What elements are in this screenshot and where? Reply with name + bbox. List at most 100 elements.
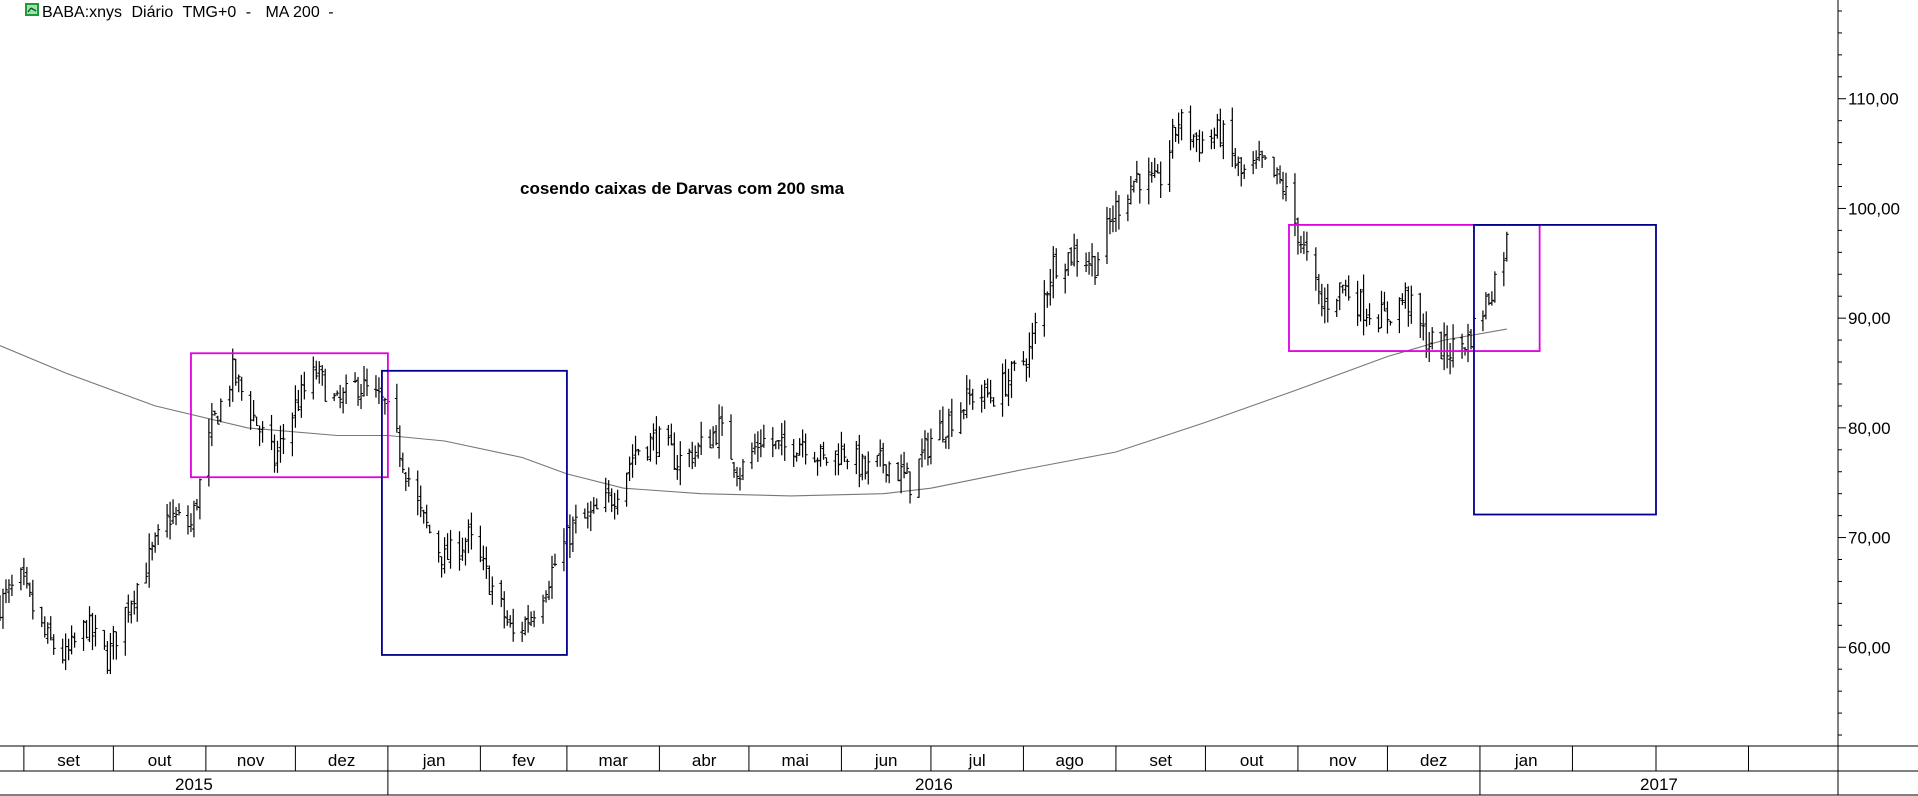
price-bar bbox=[1322, 287, 1327, 324]
price-bar bbox=[1460, 333, 1465, 359]
price-bar bbox=[1355, 280, 1360, 326]
price-bar bbox=[803, 433, 808, 465]
price-bar bbox=[126, 594, 131, 623]
price-bar bbox=[585, 502, 590, 529]
price-bar bbox=[1042, 280, 1047, 337]
month-label: abr bbox=[692, 751, 717, 770]
price-bar bbox=[729, 414, 734, 460]
price-bar bbox=[1024, 358, 1029, 382]
price-bar bbox=[791, 439, 796, 467]
price-bar bbox=[505, 610, 510, 626]
price-bar bbox=[845, 458, 850, 470]
price-bar bbox=[1325, 283, 1330, 323]
price-bar bbox=[69, 625, 74, 655]
price-bar bbox=[866, 451, 871, 485]
ma200-line bbox=[0, 328, 1507, 497]
price-bar bbox=[418, 485, 423, 518]
price-bar bbox=[917, 458, 921, 498]
price-bar bbox=[314, 360, 319, 380]
price-bar bbox=[227, 385, 232, 407]
price-bar bbox=[1251, 151, 1256, 175]
price-bar bbox=[177, 503, 182, 516]
price-bar bbox=[1093, 255, 1098, 285]
price-bar bbox=[24, 566, 29, 589]
price-bar bbox=[603, 477, 608, 513]
price-bar bbox=[147, 533, 152, 588]
price-bar bbox=[1346, 275, 1351, 301]
price-bar bbox=[1054, 248, 1059, 279]
price-bar bbox=[669, 423, 674, 446]
month-label: nov bbox=[1329, 751, 1357, 770]
price-bar bbox=[648, 433, 653, 462]
price-bar bbox=[42, 616, 47, 638]
price-bar bbox=[239, 376, 244, 401]
price-bar bbox=[281, 423, 286, 454]
chart-header: BABA:xnys Diário TMG+0 - MA 200 - bbox=[25, 3, 334, 21]
header-period: Diário bbox=[131, 4, 173, 21]
y-tick-label: 80,00 bbox=[1848, 419, 1891, 438]
ma200-layer bbox=[0, 328, 1507, 497]
price-bar bbox=[439, 556, 444, 578]
price-bar bbox=[961, 409, 966, 420]
price-bar bbox=[982, 380, 987, 409]
price-bar bbox=[188, 513, 193, 533]
price-bar bbox=[1110, 205, 1115, 233]
price-bar bbox=[403, 471, 408, 491]
price-bar bbox=[887, 461, 892, 484]
price-bar bbox=[212, 410, 217, 416]
price-bar bbox=[171, 499, 176, 525]
price-bar bbox=[737, 467, 742, 491]
price-bar bbox=[758, 429, 763, 458]
price-bar bbox=[1316, 274, 1321, 305]
price-bar bbox=[338, 384, 343, 409]
price-bar bbox=[424, 504, 429, 529]
price-bar bbox=[66, 638, 71, 661]
price-bar bbox=[839, 431, 844, 465]
price-bar bbox=[940, 406, 945, 443]
price-bar bbox=[591, 497, 596, 514]
price-bar bbox=[1128, 175, 1133, 205]
price-bar bbox=[230, 348, 235, 402]
price-bar bbox=[570, 516, 575, 552]
price-bar bbox=[755, 431, 760, 462]
price-bar bbox=[526, 605, 531, 633]
price-bar bbox=[949, 398, 954, 437]
price-bar bbox=[1146, 157, 1151, 205]
price-bar bbox=[502, 591, 507, 629]
price-bar bbox=[311, 356, 316, 400]
price-bar bbox=[174, 506, 179, 526]
price-bar bbox=[51, 634, 56, 655]
price-bar bbox=[1006, 368, 1011, 407]
price-bar bbox=[209, 403, 214, 447]
price-bar bbox=[520, 621, 525, 642]
price-bar bbox=[165, 504, 170, 538]
price-bar bbox=[1442, 322, 1447, 371]
price-bar bbox=[353, 372, 358, 384]
year-label: 2015 bbox=[175, 775, 213, 794]
price-bar bbox=[254, 416, 259, 427]
price-bar bbox=[290, 412, 295, 457]
price-bar bbox=[376, 377, 381, 404]
price-bar bbox=[970, 388, 975, 410]
darvas-box bbox=[1473, 223, 1657, 516]
price-bar bbox=[168, 501, 173, 540]
price-bar bbox=[1382, 291, 1387, 312]
price-bar bbox=[511, 608, 516, 642]
price-bar bbox=[1069, 247, 1074, 266]
price-bar bbox=[800, 429, 805, 458]
price-bar bbox=[463, 537, 468, 566]
price-bar bbox=[773, 440, 778, 450]
chart-annotation: cosendo caixas de Darvas com 200 sma bbox=[520, 179, 845, 198]
price-bar bbox=[30, 579, 35, 620]
month-label: jan bbox=[1514, 751, 1538, 770]
price-bar bbox=[732, 462, 737, 478]
price-bar bbox=[1301, 231, 1306, 255]
price-bar bbox=[251, 400, 256, 422]
price-bar bbox=[406, 467, 411, 487]
month-label: mar bbox=[599, 751, 629, 770]
month-label: dez bbox=[1420, 751, 1447, 770]
price-bar bbox=[896, 461, 901, 482]
price-bar bbox=[436, 530, 441, 563]
price-bar bbox=[3, 579, 8, 604]
